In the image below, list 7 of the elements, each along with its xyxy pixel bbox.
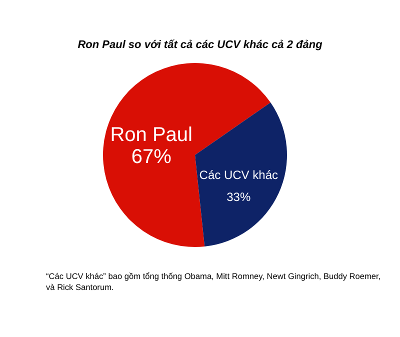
pie-slice [195, 102, 287, 246]
data-label: 33% [226, 190, 251, 204]
chart-title: Ron Paul so với tất cả các UCV khác cả 2 đảng [78, 39, 323, 51]
text: “Các UCV khác” bao gồm tổng thống Obama, Mitt Romney, Newt Gingrich, Buddy Roemer, và Rick Santorum. [46, 271, 381, 292]
data-label: 67% [131, 146, 172, 168]
slice-label: Ron Paul [110, 124, 192, 146]
slice-label: Các UCV khác [199, 168, 278, 182]
